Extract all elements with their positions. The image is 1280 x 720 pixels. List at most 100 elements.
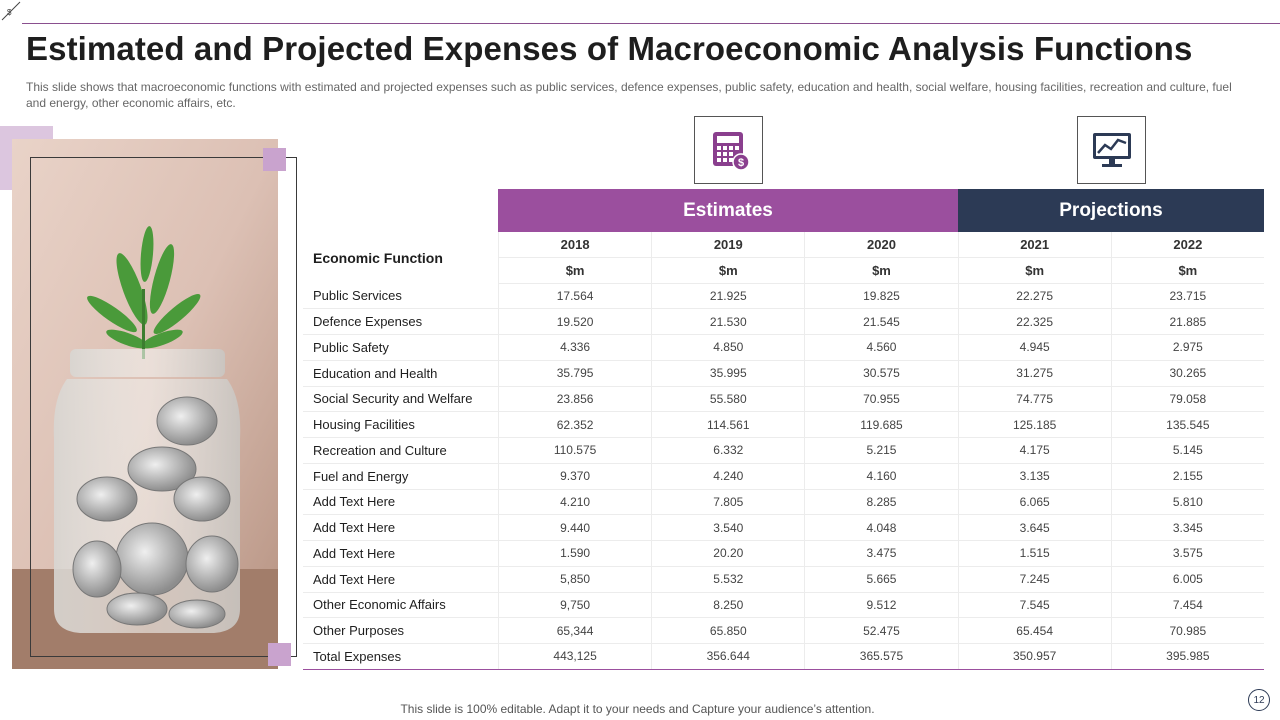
economic-function-label: Other Economic Affairs (313, 597, 446, 613)
table-row: Add Text Here 5,850 5.532 5.665 7.245 6.005 (303, 566, 1264, 593)
expense-value: 30.575 (804, 360, 957, 386)
economic-function-label: Public Services (313, 288, 402, 304)
expense-value: 7.805 (651, 489, 804, 515)
expense-value: 70.985 (1110, 618, 1264, 643)
expense-value: 2.975 (1110, 335, 1264, 360)
economic-function-label: Add Text Here (313, 571, 396, 587)
expense-value: 22.325 (957, 309, 1111, 334)
svg-text:$: $ (7, 8, 12, 17)
expense-value: 62.352 (498, 412, 651, 437)
expense-value: 21.885 (1110, 309, 1264, 334)
expense-value: 4.336 (498, 335, 651, 360)
expense-value: 21.530 (651, 309, 804, 334)
svg-text:$: $ (737, 157, 743, 169)
projections-header: Projections (958, 189, 1264, 232)
economic-function-label: Education and Health (313, 365, 438, 381)
economic-function-label: Public Safety (313, 339, 389, 355)
expense-value: 135.545 (1110, 412, 1264, 437)
expense-value: 3.540 (651, 515, 804, 540)
expense-value: 6.065 (957, 489, 1111, 515)
unit-label: $m (651, 257, 804, 283)
table-row: Total Expenses 443,125 356.644 365.575 350.9… (303, 644, 1264, 670)
table-row: Recreation and Culture 110.575 6.332 5.215 4… (303, 438, 1264, 464)
unit-label: $m (498, 257, 651, 283)
estimates-icon-box: $ (694, 116, 763, 184)
expense-value: 7.245 (957, 566, 1111, 592)
expense-value: 55.580 (651, 386, 804, 412)
monitor-chart-icon (1092, 133, 1131, 167)
expense-value: 5.810 (1110, 489, 1264, 515)
footer-text: This slide is 100% editable. Adapt it to… (400, 702, 875, 716)
expense-value: 23.856 (498, 386, 651, 412)
expense-value: 23.715 (1110, 283, 1264, 309)
economic-function-header: Economic Function (303, 232, 498, 284)
expense-value: 6.332 (651, 438, 804, 463)
expense-value: 74.775 (957, 386, 1111, 412)
expense-value: 70.955 (804, 386, 957, 412)
expense-value: 4.240 (651, 463, 804, 489)
year-2022: 2022 (1110, 232, 1264, 257)
expense-value: 30.265 (1110, 360, 1264, 386)
expense-value: 4.850 (651, 335, 804, 360)
year-2021: 2021 (957, 232, 1111, 257)
expense-value: 5.145 (1110, 438, 1264, 463)
expense-value: 8.250 (651, 592, 804, 618)
year-2018: 2018 (498, 232, 651, 257)
economic-function-label: Total Expenses (313, 648, 402, 664)
expense-value: 19.825 (804, 283, 957, 309)
economic-function-label: Housing Facilities (313, 417, 415, 433)
expense-value: 4.048 (804, 515, 957, 540)
expense-value: 9.512 (804, 592, 957, 618)
expense-value: 356.644 (651, 644, 804, 669)
expense-value: 65.850 (651, 618, 804, 643)
decorative-square (268, 643, 291, 666)
expense-value: 35.795 (498, 360, 651, 386)
economic-function-label: Other Purposes (313, 623, 405, 639)
table-row: Defence Expenses 19.520 21.530 21.545 22.325… (303, 309, 1264, 335)
economic-function-label: Defence Expenses (313, 314, 423, 330)
expense-value: 4.175 (957, 438, 1111, 463)
economic-function-label: Fuel and Energy (313, 468, 409, 484)
expenses-table: 2018 2019 2020 2021 2022 $m $m $m $m $m … (303, 232, 1264, 670)
footer-note: This slide is 100% editable. Adapt it to… (0, 702, 1280, 716)
expense-value: 79.058 (1110, 386, 1264, 412)
calculator-dollar-icon: $ (712, 132, 750, 171)
economic-function-label: Add Text Here (313, 494, 396, 510)
header-rule (22, 23, 1280, 24)
expense-value: 4.160 (804, 463, 957, 489)
expense-value: 4.210 (498, 489, 651, 515)
table-row: Add Text Here 4.210 7.805 8.285 6.065 5.810 (303, 489, 1264, 516)
table-row: Social Security and Welfare 23.856 55.580 7… (303, 386, 1264, 413)
expense-value: 1.515 (957, 541, 1111, 566)
expense-value: 19.520 (498, 309, 651, 334)
table-row: Public Services 17.564 21.925 19.825 22.275 2… (303, 283, 1264, 310)
table-row: Housing Facilities 62.352 114.561 119.685 12… (303, 412, 1264, 438)
expense-value: 350.957 (957, 644, 1111, 669)
expense-value: 5.215 (804, 438, 957, 463)
economic-function-label: Social Security and Welfare (313, 391, 473, 407)
expense-value: 4.945 (957, 335, 1111, 360)
expense-value: 114.561 (651, 412, 804, 437)
expense-value: 3.645 (957, 515, 1111, 540)
year-header-row: 2018 2019 2020 2021 2022 (303, 232, 1264, 258)
expense-value: 4.560 (804, 335, 957, 360)
estimates-header: Estimates (498, 189, 958, 232)
table-body: Public Services 17.564 21.925 19.825 22.275 2… (303, 283, 1264, 670)
table-row: Fuel and Energy 9.370 4.240 4.160 3.135 2.155 (303, 463, 1264, 490)
unit-label: $m (957, 257, 1111, 283)
projections-icon-box (1077, 116, 1146, 184)
expense-value: 119.685 (804, 412, 957, 437)
expense-value: 5.532 (651, 566, 804, 592)
expense-value: 9.440 (498, 515, 651, 540)
expense-value: 395.985 (1110, 644, 1264, 669)
expense-value: 65.454 (957, 618, 1111, 643)
expense-value: 22.275 (957, 283, 1111, 309)
table-row: Add Text Here 1.590 20.20 3.475 1.515 3.575 (303, 541, 1264, 567)
expense-value: 110.575 (498, 438, 651, 463)
table-row: Other Economic Affairs 9,750 8.250 9.512 7.5… (303, 592, 1264, 619)
photo-outline-frame (30, 157, 297, 657)
expense-value: 9,750 (498, 592, 651, 618)
expense-value: 1.590 (498, 541, 651, 566)
expense-value: 5,850 (498, 566, 651, 592)
expense-value: 31.275 (957, 360, 1111, 386)
